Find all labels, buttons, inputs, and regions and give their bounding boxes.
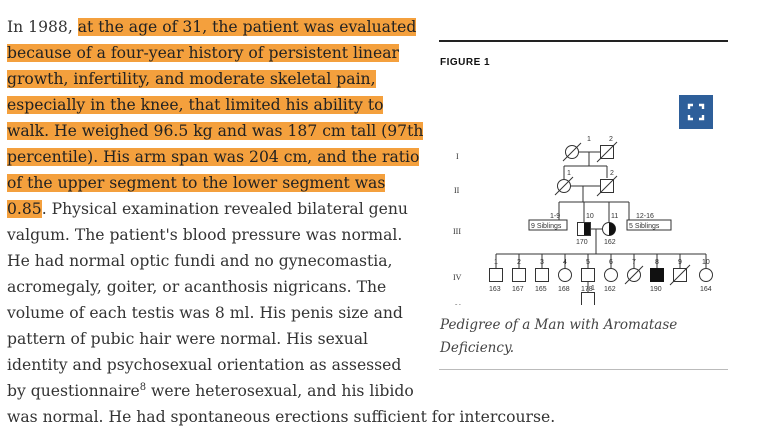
pedigree-chart: I II III IV V 1 2 1 2 1-9 10 11 12-16 9 … bbox=[453, 136, 713, 305]
article-line: growth, infertility, and moderate skelet… bbox=[7, 66, 376, 92]
article-line: of the upper segment to the lower segmen… bbox=[7, 170, 386, 196]
highlighted-text: of the upper segment to the lower segmen… bbox=[7, 174, 386, 192]
gen5-number: 1 bbox=[591, 285, 595, 292]
article-line: In 1988, at the age of 31, the patient w… bbox=[7, 14, 417, 40]
highlighted-text: because of a four-year history of persis… bbox=[7, 44, 399, 62]
article-line: by questionnaire8 were heterosexual, and… bbox=[7, 378, 414, 404]
article-line: volume of each testis was 8 ml. His peni… bbox=[7, 300, 403, 326]
gen4-number: 8 bbox=[655, 259, 659, 266]
gen4-height: 162 bbox=[604, 286, 616, 293]
gen4-number: 4 bbox=[563, 259, 567, 266]
gen4-8-affected-proband bbox=[650, 268, 664, 282]
gen3-siblings-left-box bbox=[528, 219, 568, 231]
article-line: identity and psychosexual orientation as… bbox=[7, 352, 401, 378]
highlighted-text: percentile). His arm span was 204 cm, an… bbox=[7, 148, 420, 166]
article-line: especially in the knee, that limited his… bbox=[7, 92, 384, 118]
gen5-1-male bbox=[581, 292, 595, 305]
gen3-number: 10 bbox=[586, 213, 594, 220]
gen3-siblings-left-text: 9 Siblings bbox=[531, 223, 562, 230]
gen2-number: 2 bbox=[610, 170, 614, 177]
article-text: He had normal optic fundi and no gynecom… bbox=[7, 252, 393, 270]
gen4-number: 10 bbox=[702, 259, 710, 266]
article-line: was normal. He had spontaneous erections… bbox=[7, 404, 555, 430]
gen3-number: 12-16 bbox=[636, 213, 654, 220]
gen4-6-female bbox=[604, 268, 618, 282]
gen4-2-male bbox=[512, 268, 526, 282]
figure-bottom-rule bbox=[439, 369, 728, 370]
article-line: because of a four-year history of persis… bbox=[7, 40, 399, 66]
figure-caption: Pedigree of a Man with Aromatase Deficie… bbox=[440, 317, 678, 356]
gen1-number: 2 bbox=[609, 136, 613, 143]
gen-label-III: III bbox=[453, 227, 461, 236]
figure-top-rule bbox=[439, 40, 728, 42]
gen4-number: 9 bbox=[678, 259, 682, 266]
article-text: acromegaly, goiter, or acanthosis nigric… bbox=[7, 278, 387, 296]
gen4-4-female bbox=[558, 268, 572, 282]
expand-icon bbox=[687, 103, 705, 121]
expand-figure-button[interactable] bbox=[679, 95, 713, 129]
gen4-1-male bbox=[489, 268, 503, 282]
gen4-height: 178 bbox=[581, 286, 593, 293]
gen2-number: 1 bbox=[567, 170, 571, 177]
gen4-number: 2 bbox=[517, 259, 521, 266]
highlighted-text: especially in the knee, that limited his… bbox=[7, 96, 384, 114]
gen4-height: 167 bbox=[512, 286, 524, 293]
gen4-number: 1 bbox=[494, 259, 498, 266]
gen3-carrier-mother-fill bbox=[609, 222, 616, 236]
gen4-number: 3 bbox=[540, 259, 544, 266]
article-line: He had normal optic fundi and no gynecom… bbox=[7, 248, 393, 274]
gen4-number: 7 bbox=[632, 259, 636, 266]
gen4-9-male-deceased bbox=[673, 268, 687, 282]
gen-label-I: I bbox=[456, 152, 459, 161]
gen1-number: 1 bbox=[587, 136, 591, 143]
reference-link[interactable]: 8 bbox=[139, 381, 147, 393]
gen4-height: 190 bbox=[650, 286, 662, 293]
gen3-carrier-father-fill bbox=[584, 223, 590, 235]
gen4-height: 163 bbox=[489, 286, 501, 293]
gen-label-IV: IV bbox=[453, 273, 462, 282]
article-line: acromegaly, goiter, or acanthosis nigric… bbox=[7, 274, 386, 300]
article-line: valgum. The patient's blood pressure was… bbox=[7, 222, 402, 248]
highlighted-text: 0.85 bbox=[7, 200, 42, 218]
gen4-5-male bbox=[581, 268, 595, 282]
article-text: was normal. He had spontaneous erections… bbox=[7, 408, 556, 426]
gen-label-V: V bbox=[455, 303, 461, 305]
gen4-height: 168 bbox=[558, 286, 570, 293]
figure-label: FIGURE 1 bbox=[440, 57, 491, 68]
article-line: percentile). His arm span was 204 cm, an… bbox=[7, 144, 420, 170]
article-line: 0.85. Physical examination revealed bila… bbox=[7, 196, 408, 222]
gen3-height: 170 bbox=[576, 239, 588, 246]
gen4-3-male bbox=[535, 268, 549, 282]
gen4-height: 165 bbox=[535, 286, 547, 293]
gen4-number: 6 bbox=[609, 259, 613, 266]
article-text: . Physical examination revealed bilatera… bbox=[41, 200, 408, 218]
article-text: volume of each testis was 8 ml. His peni… bbox=[7, 304, 403, 322]
article-text: by questionnaire bbox=[7, 382, 140, 400]
article-text: identity and psychosexual orientation as… bbox=[7, 356, 402, 374]
gen3-number: 11 bbox=[611, 213, 618, 220]
gen4-number: 5 bbox=[586, 259, 590, 266]
gen4-10-female bbox=[699, 268, 713, 282]
article-text: valgum. The patient's blood pressure was… bbox=[7, 226, 403, 244]
gen3-siblings-right-box bbox=[626, 219, 672, 231]
article-line: walk. He weighed 96.5 kg and was 187 cm … bbox=[7, 118, 424, 144]
gen3-number: 1-9 bbox=[550, 213, 560, 220]
highlighted-text: at the age of 31, the patient was evalua… bbox=[77, 18, 417, 36]
article-text: In 1988, bbox=[7, 18, 78, 36]
gen3-height: 162 bbox=[604, 239, 616, 246]
article-text: were heterosexual, and his libido bbox=[146, 382, 414, 400]
article-text: pattern of pubic hair were normal. His s… bbox=[7, 330, 369, 348]
article-line: pattern of pubic hair were normal. His s… bbox=[7, 326, 368, 352]
highlighted-text: growth, infertility, and moderate skelet… bbox=[7, 70, 376, 88]
gen-label-II: II bbox=[454, 186, 460, 195]
highlighted-text: walk. He weighed 96.5 kg and was 187 cm … bbox=[7, 122, 424, 140]
gen4-height: 164 bbox=[700, 286, 712, 293]
gen3-siblings-right-text: 5 Siblings bbox=[629, 223, 660, 230]
gen4-7-female-deceased bbox=[627, 268, 641, 282]
